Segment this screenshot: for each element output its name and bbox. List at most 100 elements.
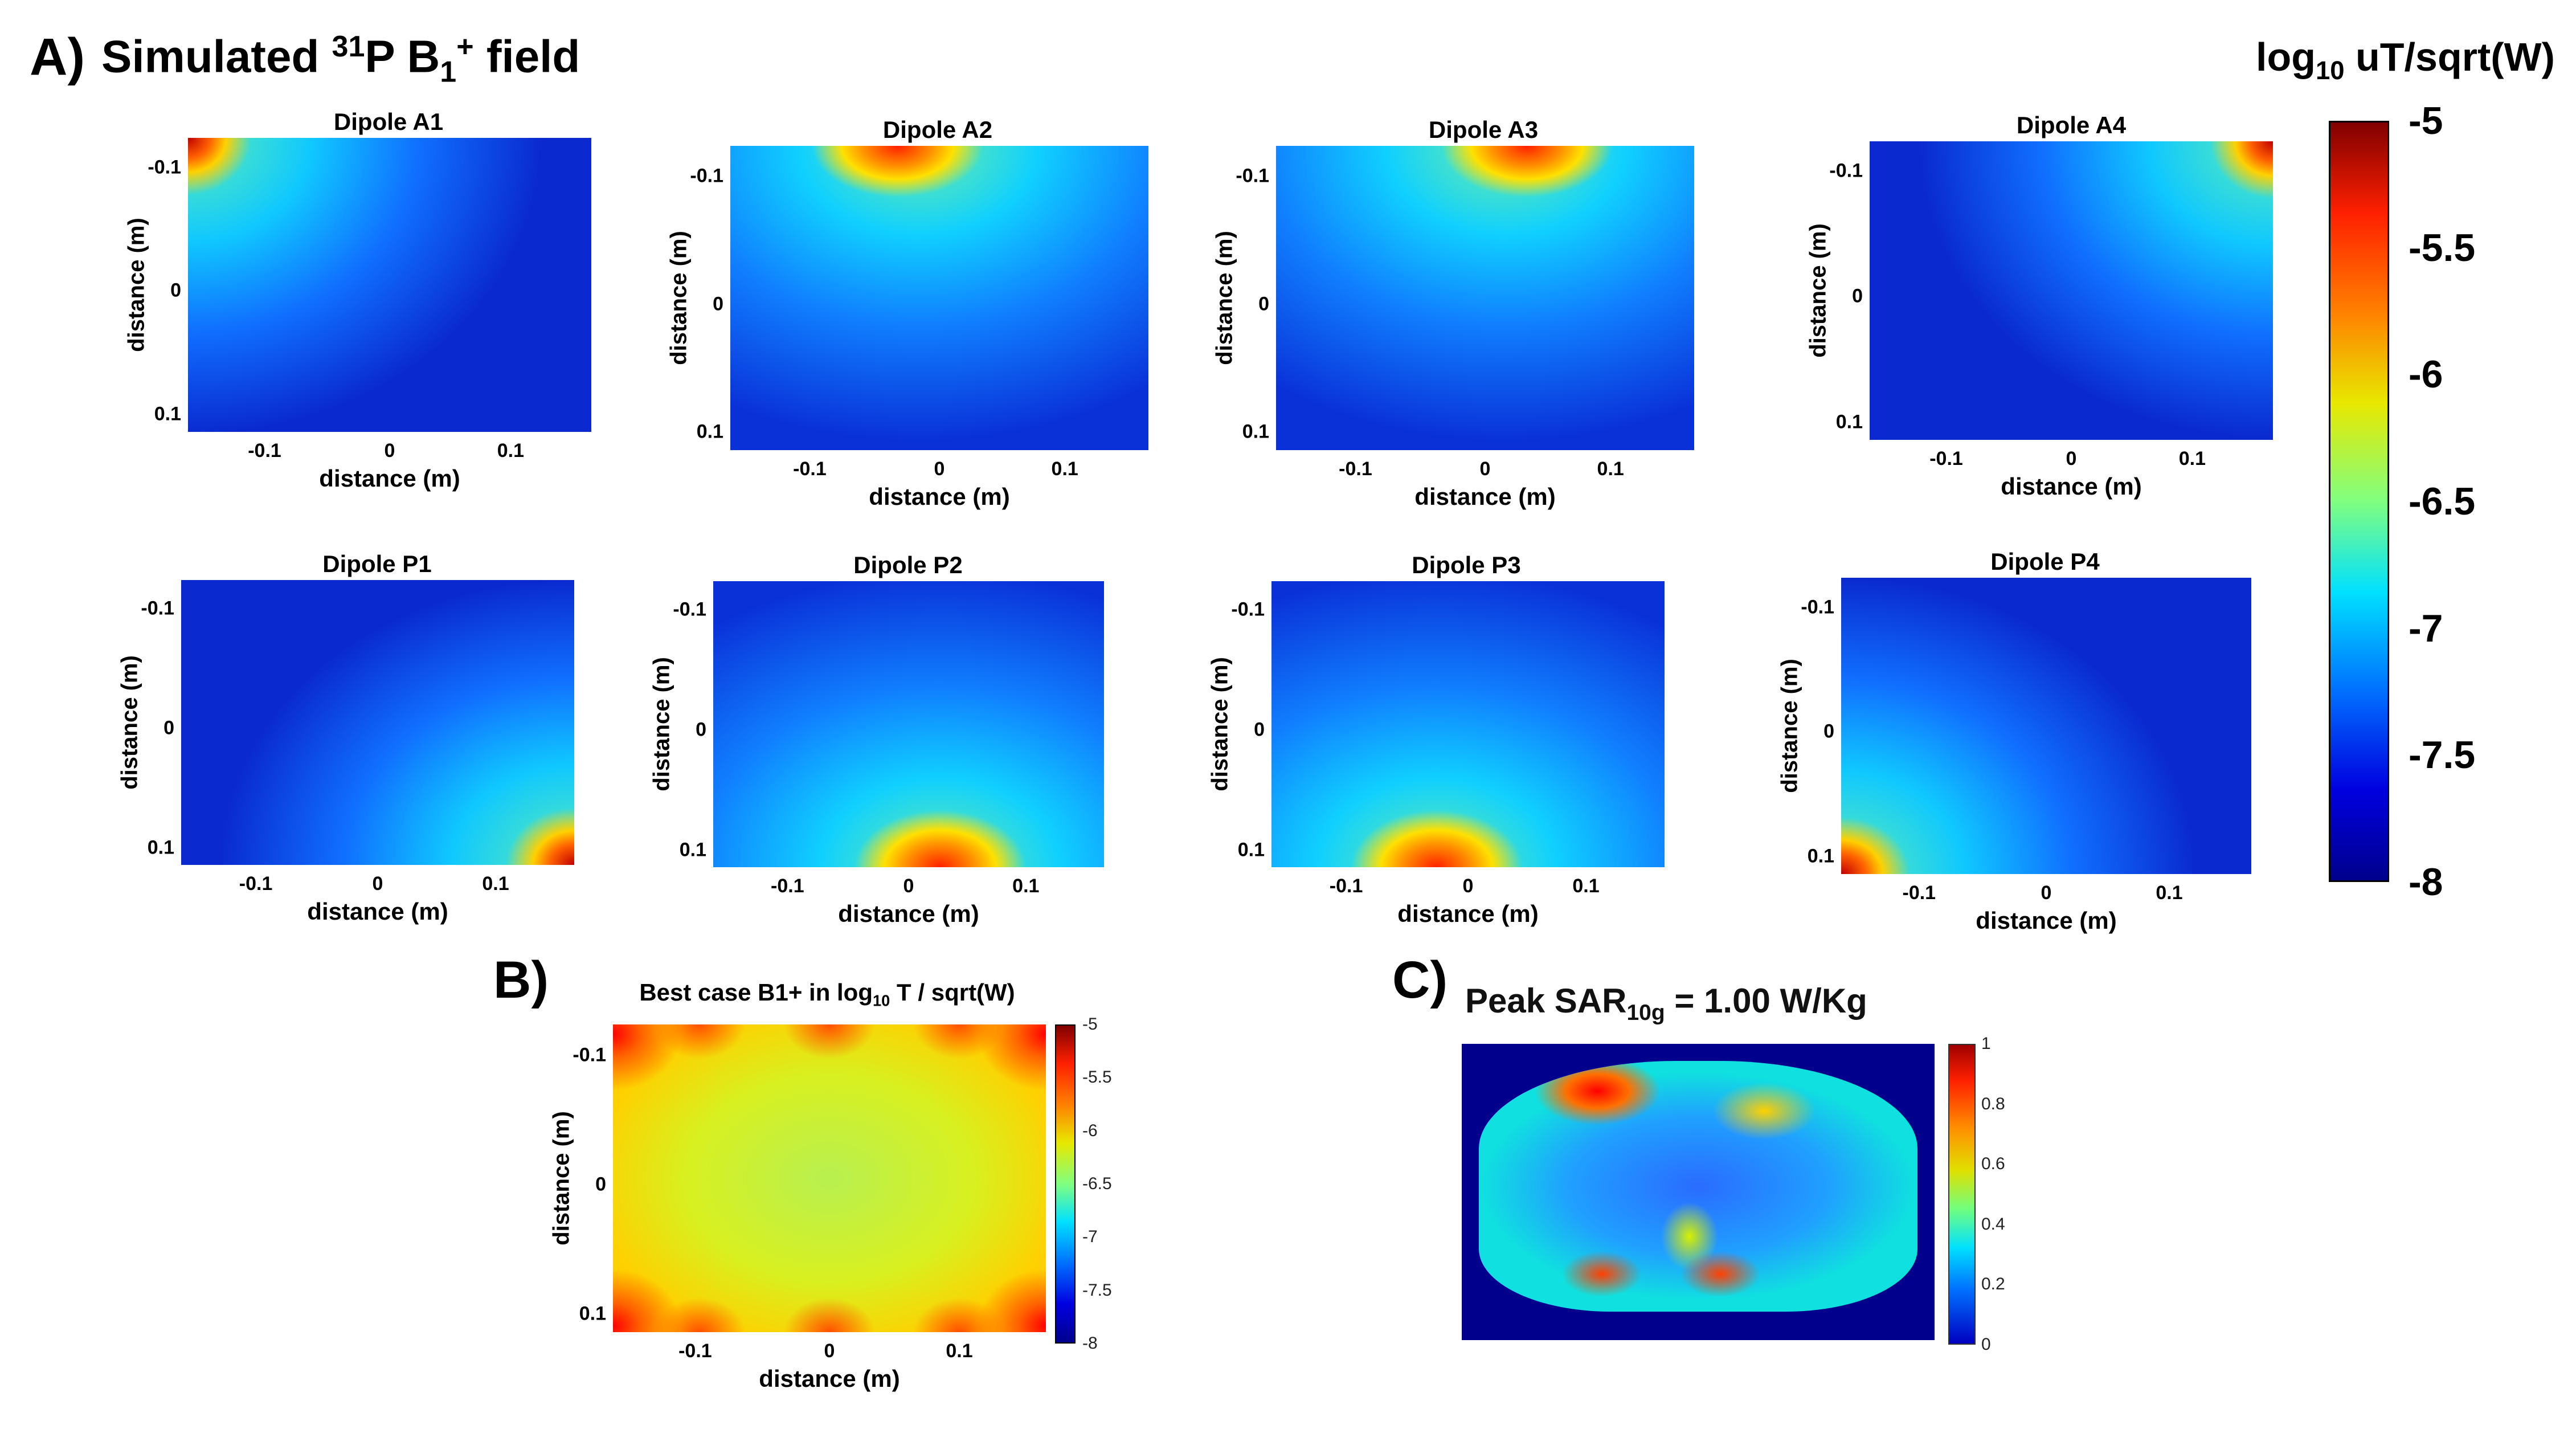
best-case-colorbar-tick: -5.5 [1082,1068,1112,1087]
dipole-plot-title: Dipole A1 [333,108,444,135]
dipole-ytick: 0.1 [1237,839,1265,861]
dipole-ylabel: distance (m) [1207,657,1233,791]
best-case-ylabel: distance (m) [549,1111,574,1246]
panel-a-letter: A) [30,28,85,86]
main-colorbar-tick: -7 [2409,606,2443,650]
dipole-plot-title: Dipole P2 [853,552,963,578]
dipole-heatmap [1870,141,2273,440]
dipole-ytick: -0.1 [1236,165,1269,187]
dipole-ylabel: distance (m) [117,655,142,790]
sar-colorbar-tick: 0 [1981,1335,1991,1354]
dipole-heatmap [1271,581,1665,867]
main-colorbar-tick: -6 [2409,353,2443,397]
dipole-heatmap [713,581,1104,867]
dipole-plot-title: Dipole P4 [1990,548,2100,575]
dipole-ytick: 0.1 [154,403,181,425]
dipole-heatmap [181,580,574,865]
title-part: Simulated [101,31,332,82]
dipole-xtick: 0 [372,873,383,895]
sar-colorbar-tick: 0.4 [1981,1214,2005,1234]
sar-colorbar-tick: 0.6 [1981,1154,2005,1174]
dipole-plot-title: Dipole A4 [2016,112,2127,138]
dipole-xtick: 0.1 [497,440,525,462]
dipole-ytick: -0.1 [148,156,181,178]
sar-body-outline [1479,1061,1917,1312]
dipole-heatmap [1276,146,1694,450]
dipole-ytick: 0.1 [696,420,723,443]
dipole-heatmap [188,138,591,432]
dipole-ytick: 0 [696,718,706,741]
main-colorbar-tick: -5.5 [2409,226,2476,270]
dipole-ytick: 0.1 [679,839,706,861]
best-case-colorbar-tick: -5 [1082,1015,1098,1034]
dipole-plot-title: Dipole P3 [1412,552,1521,578]
dipole-xlabel: distance (m) [1414,483,1556,510]
dipole-xtick: -0.1 [1329,875,1363,897]
panel-b-letter: B) [493,951,549,1009]
dipole-xtick: 0.1 [1597,458,1624,480]
dipole-xtick: 0.1 [482,873,509,895]
sar-title: Peak SAR10g = 1.00 W/Kg [1465,981,1867,1026]
main-colorbar-tick: -5 [2409,99,2443,142]
dipole-ytick: 0.1 [1242,420,1269,443]
dipole-xlabel: distance (m) [2001,473,2142,500]
dipole-ylabel: distance (m) [1777,659,1802,793]
dipole-ytick: 0 [1852,285,1863,307]
title-part: = 1.00 W/Kg [1665,982,1867,1020]
best-case-ytick: 0.1 [579,1303,606,1325]
title-part: 1 [440,55,457,89]
dipole-xtick: 0 [384,440,395,462]
dipole-ytick: 0.1 [1835,411,1863,433]
panel-c-letter: C) [1392,951,1448,1009]
dipole-xlabel: distance (m) [838,900,979,927]
dipole-xtick: -0.1 [771,875,804,897]
title-part: field [473,31,580,82]
dipole-plot-title: Dipole A2 [882,116,993,143]
dipole-ytick: -0.1 [1801,596,1834,618]
dipole-xtick: -0.1 [793,458,827,480]
title-part: T / sqrt(W) [890,979,1015,1006]
best-case-ytick: 0 [595,1173,606,1195]
main-colorbar-tick: -8 [2409,860,2443,904]
best-case-xtick: -0.1 [678,1340,712,1362]
dipole-xlabel: distance (m) [1397,900,1539,927]
dipole-ylabel: distance (m) [1805,223,1831,358]
sar-colorbar [1948,1044,1976,1345]
title-part: 10g [1626,1001,1665,1025]
dipole-xtick: -0.1 [1902,882,1936,904]
dipole-ytick: -0.1 [1231,598,1265,620]
dipole-ytick: 0 [713,293,723,315]
dipole-plot-title: Dipole A3 [1428,116,1539,143]
title-part: Peak SAR [1465,982,1627,1020]
dipole-xtick: -0.1 [248,440,281,462]
dipole-xtick: 0.1 [1051,458,1078,480]
dipole-xtick: -0.1 [239,873,273,895]
dipole-xtick: 0.1 [2178,448,2206,469]
sar-heatmap [1462,1044,1935,1340]
dipole-xtick: 0 [903,875,914,897]
dipole-xlabel: distance (m) [869,483,1010,510]
best-case-colorbar-tick: -6.5 [1082,1174,1112,1193]
best-case-xlabel: distance (m) [759,1365,900,1392]
title-part: Best case B1+ in log [639,979,873,1006]
main-colorbar-label: log10 uT/sqrt(W) [2256,34,2555,85]
dipole-ytick: -0.1 [673,598,706,620]
best-case-colorbar-tick: -7.5 [1082,1280,1112,1300]
dipole-ytick: -0.1 [141,597,174,619]
dipole-ytick: 0 [1258,293,1269,315]
dipole-xlabel: distance (m) [1976,907,2117,934]
best-case-heatmap [613,1024,1046,1332]
dipole-xtick: 0.1 [1012,875,1040,897]
dipole-ytick: 0 [163,717,174,739]
dipole-ylabel: distance (m) [666,231,692,365]
dipole-ytick: 0.1 [1807,845,1834,867]
dipole-ytick: 0 [170,279,181,301]
title-part: 31 [332,30,365,63]
dipole-ytick: 0.1 [147,836,174,859]
main-colorbar [2329,121,2389,882]
best-case-colorbar-tick: -7 [1082,1227,1098,1247]
best-case-xtick: 0 [824,1340,835,1362]
title-part: P B [365,31,440,82]
best-case-colorbar-tick: -6 [1082,1121,1098,1140]
best-case-colorbar-tick: -8 [1082,1334,1098,1353]
